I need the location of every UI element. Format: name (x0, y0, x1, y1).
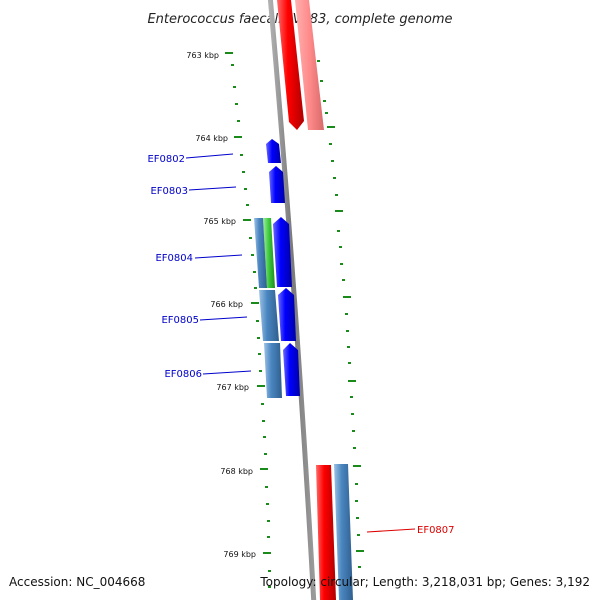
gene-arrow-ef0807[interactable] (316, 465, 336, 600)
kbp-label: 767 kbp (216, 383, 249, 392)
gene-label-ef0807[interactable]: EF0807 (417, 525, 455, 536)
gene-arrow-ef0804[interactable] (273, 217, 292, 287)
gene-label-ef0806[interactable]: EF0806 (164, 369, 202, 380)
kbp-label: 765 kbp (203, 217, 236, 226)
pink-feature-bar[interactable] (295, 0, 324, 130)
gene-arrow-ef0802[interactable] (266, 139, 281, 163)
scale-major-ticks-left (225, 52, 271, 554)
kbp-label: 764 kbp (195, 134, 228, 143)
leader-line-ef0806 (202, 370, 252, 375)
leader-line-ef0805 (199, 316, 248, 321)
kbp-label: 768 kbp (220, 467, 253, 476)
scale-ticks-right (317, 60, 361, 568)
steelblue-feature-bar[interactable] (264, 343, 282, 398)
accession-text: Accession: NC_004668 (9, 575, 146, 589)
steelblue-feature-bar[interactable] (259, 290, 279, 341)
gene-label-ef0805[interactable]: EF0805 (161, 315, 199, 326)
gene-label-ef0803[interactable]: EF0803 (150, 186, 188, 197)
kbp-label: 766 kbp (210, 300, 243, 309)
scale-ticks-left (231, 64, 271, 588)
leader-line-ef0802 (185, 153, 234, 159)
gene-label-ef0804[interactable]: EF0804 (155, 253, 193, 264)
red-gene-arrow[interactable] (277, 0, 304, 130)
kbp-label: 763 kbp (186, 51, 219, 60)
gene-arrow-ef0803[interactable] (269, 166, 285, 203)
leader-line-ef0804 (194, 254, 243, 259)
gene-arrow-ef0805[interactable] (278, 288, 296, 341)
scale-major-ticks-right (327, 126, 364, 552)
kbp-label: 769 kbp (223, 550, 256, 559)
steelblue-feature-bar[interactable] (334, 464, 353, 600)
topology-text: Topology: circular; Length: 3,218,031 bp… (260, 575, 590, 589)
sequence-backbone (267, 0, 317, 600)
steelblue-feature-bar[interactable] (254, 218, 267, 288)
leader-line-ef0803 (188, 186, 237, 191)
gene-arrow-ef0806[interactable] (283, 343, 300, 396)
gene-label-ef0802[interactable]: EF0802 (147, 154, 185, 165)
leader-line-ef0807 (366, 528, 416, 533)
